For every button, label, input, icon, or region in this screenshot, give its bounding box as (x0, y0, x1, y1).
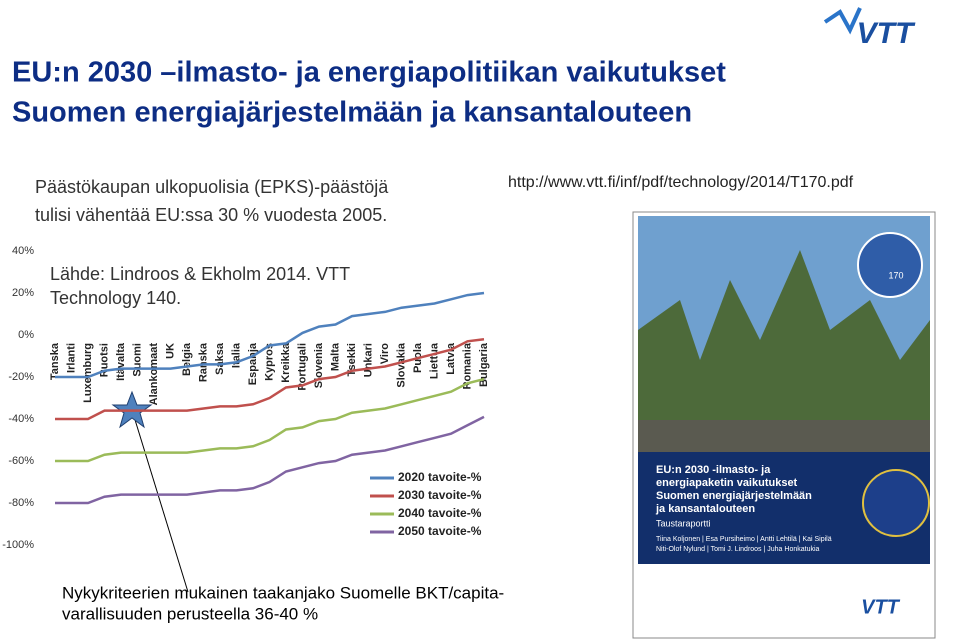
x-tick-label: Tsekki (346, 343, 358, 376)
cover: 170 EU:n 2030 -ilmasto- ja energiapaketi… (632, 211, 936, 639)
source: Technology 140. (50, 288, 181, 308)
cover-title: EU:n 2030 -ilmasto- ja (656, 464, 771, 476)
x-tick-label: Slovenia (313, 342, 325, 388)
x-tick-label: Italia (230, 342, 242, 368)
y-tick-label: -20% (8, 371, 34, 383)
legend-label: 2030 tavoite-% (398, 488, 482, 502)
x-tick-label: Belgia (181, 342, 193, 376)
x-tick-label: UK (164, 343, 176, 359)
x-tick-label: Portugali (296, 343, 308, 391)
cover-title: energiapaketin vaikutukset (656, 477, 798, 489)
logo-text: VTT (857, 17, 916, 50)
legend-label: 2050 tavoite-% (398, 524, 482, 538)
y-tick-label: -100% (2, 539, 34, 551)
x-tick-label: Suomi (131, 343, 143, 377)
x-tick-label: Slovakia (395, 342, 407, 388)
x-tick-label: Tanska (49, 342, 61, 380)
url: http://www.vtt.fi/inf/pdf/technology/201… (508, 174, 854, 191)
y-tick-label: 20% (12, 287, 34, 299)
pointer (131, 409, 189, 593)
cover-subtitle: Taustaraportti (656, 518, 711, 528)
x-tick-label: Irlanti (65, 343, 77, 373)
x-tick-label: Espanja (247, 342, 259, 385)
x-tick-label: Liettua (428, 342, 440, 379)
x-tick-label: Kreikka (280, 342, 292, 383)
cover-authors: Niti-Olof Nylund | Tomi J. Lindroos | Ju… (656, 546, 820, 553)
x-tick-label: Kypros (263, 343, 275, 381)
x-tick-label: Ruotsi (98, 343, 110, 377)
y-tick-label: -80% (8, 497, 34, 509)
x-tick-label: Itävalta (115, 342, 127, 381)
y-tick-label: -60% (8, 455, 34, 467)
title: EU:n 2030 –ilmasto- ja energiapolitiikan… (12, 57, 726, 89)
x-tick-label: Saksa (214, 342, 226, 375)
x-tick-label: Alankomaat (148, 343, 160, 406)
series-line (55, 291, 485, 379)
x-tick-label: Romania (461, 342, 473, 389)
text: Päästökaupan ulkopuolisia (EPKS)-päästöj… (35, 177, 389, 197)
legend-label: 2040 tavoite-% (398, 506, 482, 520)
x-tick-label: Ranska (197, 342, 209, 382)
y-tick-label: 0% (18, 329, 34, 341)
chart: -100% -80% -60% -40% -20% 0% 20% 40% Tanska Irlan… (2, 245, 490, 551)
legend-label: 2020 tavoite-% (398, 470, 482, 484)
x-tick-label: Bulgaria (478, 342, 490, 387)
title: Suomen energiajärjestelmään ja kansantal… (12, 97, 692, 129)
logo: VTT (823, 7, 916, 50)
y-tick-label: 40% (12, 245, 34, 257)
text: tulisi vähentää EU:ssa 30 % vuodesta 200… (35, 205, 387, 225)
series-line (55, 415, 485, 505)
x-tick-label: Malta (329, 342, 341, 371)
series-line (55, 377, 485, 463)
x-tick-label: Viro (379, 343, 391, 364)
cover-badge: 170 (888, 270, 903, 280)
cover-title: Suomen energiajärjestelmään (656, 490, 812, 502)
series-line (55, 337, 485, 421)
cover-logo: VTT (861, 596, 901, 618)
cover-authors: Tiina Koljonen | Esa Pursiheimo | Antti … (656, 536, 832, 543)
y-tick-label: -40% (8, 413, 34, 425)
source: Lähde: Lindroos & Ekholm 2014. VTT (50, 264, 350, 284)
note: Nykykriteerien mukainen taakanjako Suome… (62, 583, 504, 602)
x-tick-label: Luxemburg (82, 343, 94, 403)
cover-title: ja kansantalouteen (655, 503, 755, 515)
x-tick-label: Unkari (362, 343, 374, 377)
note: varallisuuden perusteella 36-40 % (62, 604, 318, 623)
